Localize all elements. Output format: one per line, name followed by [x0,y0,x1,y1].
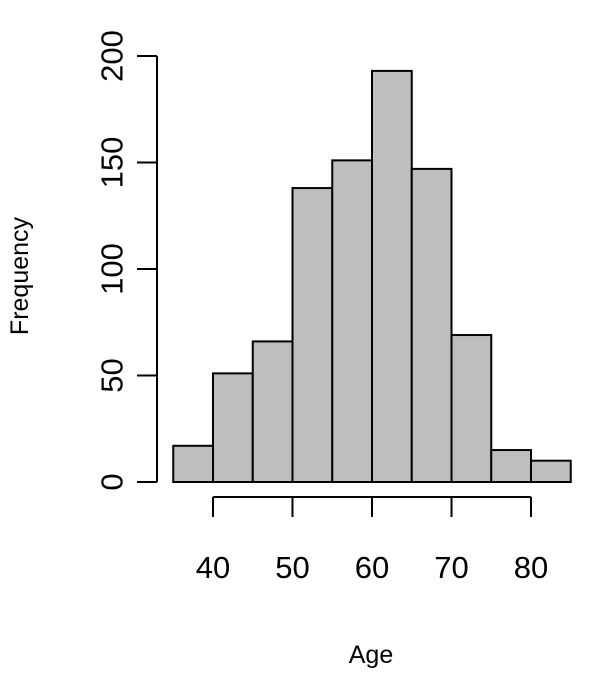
y-tick-label-50: 50 [95,358,130,392]
y-tick-label-0: 0 [95,473,130,490]
y-tick-label-200: 200 [95,30,130,82]
y-axis: 0 50 100 150 200 [95,30,158,491]
bars [172,69,572,484]
histogram-bar-50-55 [291,187,334,483]
x-tick-label-70: 70 [434,550,468,585]
x-axis: 40 50 60 70 80 [196,496,548,585]
y-tick-label-100: 100 [95,243,130,295]
histogram-bar-70-75 [450,334,493,483]
histogram-bar-60-65 [371,69,413,483]
histogram-bar-80-85 [530,459,572,484]
histogram-bar-65-70 [410,167,453,483]
x-tick-label-60: 60 [355,550,389,585]
x-tick-label-50: 50 [275,550,309,585]
histogram-bar-45-50 [251,340,294,484]
y-axis-title: Frequency [6,216,34,335]
x-axis-title: Age [349,641,393,669]
histogram-bar-35-40 [172,444,214,484]
histogram-bar-55-60 [331,159,373,483]
x-tick-label-80: 80 [514,550,548,585]
histogram-bar-75-80 [490,449,532,483]
y-tick-label-150: 150 [95,137,130,189]
histogram-bar-40-45 [212,372,254,483]
x-tick-label-40: 40 [196,550,230,585]
